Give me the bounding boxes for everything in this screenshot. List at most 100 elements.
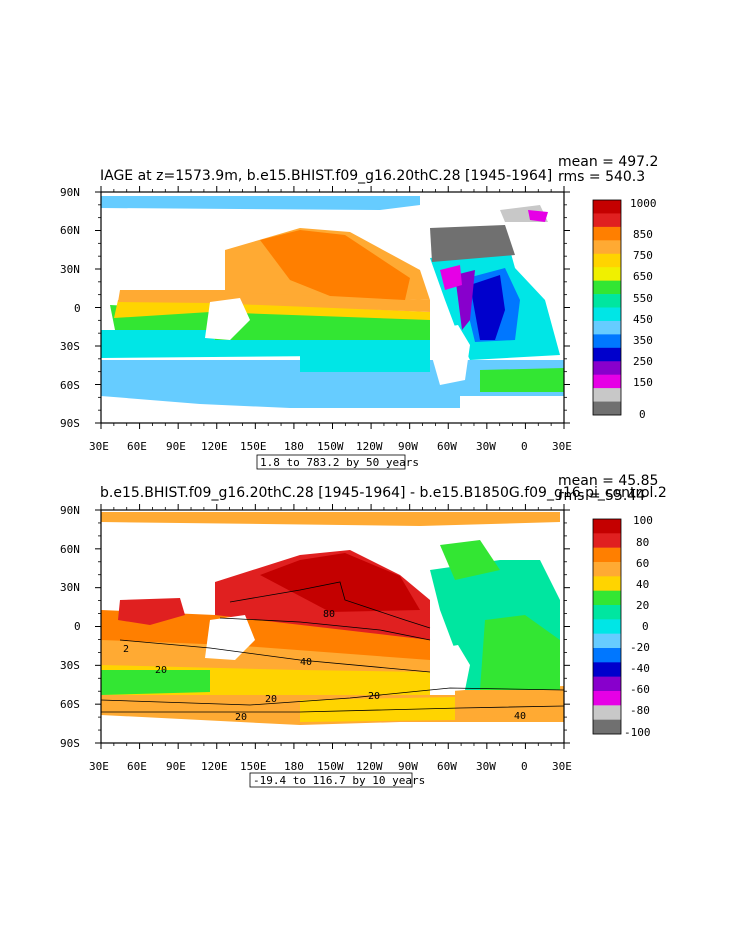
lon-label: 30E [552, 760, 572, 773]
panel-1-rms: rms = 540.3 [558, 169, 645, 185]
cbar-label: 60 [636, 557, 649, 570]
cbar-label: 0 [642, 620, 649, 633]
colorbar-swatch [593, 361, 621, 375]
contour-label: 40 [514, 711, 526, 722]
lon-label: 30W [476, 440, 496, 453]
lon-label: 120E [201, 440, 228, 453]
lon-label: 0 [521, 760, 528, 773]
panel-2-contour-labels: 80 40 20 20 20 40 20 2 [123, 609, 526, 723]
cbar-label: -80 [630, 704, 650, 717]
colorbar-swatch [593, 691, 621, 706]
colorbar-swatch [593, 605, 621, 620]
panel-1-ticks [95, 186, 570, 429]
colorbar-swatch [593, 388, 621, 402]
colorbar-swatch [593, 576, 621, 591]
colorbar-swatch [593, 374, 621, 389]
lat-label: 0 [74, 620, 81, 633]
colorbar-swatch [593, 401, 621, 416]
lon-label: 90E [166, 760, 186, 773]
lat-label: 0 [74, 302, 81, 315]
cbar-label: 1000 [630, 197, 657, 210]
lat-label: 60N [60, 224, 80, 237]
colorbar-swatch [593, 213, 621, 228]
lon-label: 150E [240, 440, 267, 453]
panel-2-title: b.e15.BHIST.f09_g16.20thC.28 [1945-1964]… [100, 485, 667, 501]
lon-label: 180 [284, 440, 304, 453]
lon-label: 150W [317, 440, 344, 453]
lon-label: 60E [127, 760, 147, 773]
colorbar-frame [592, 199, 622, 416]
cbar-label: -60 [630, 683, 650, 696]
panel-1-colorbar [592, 199, 622, 416]
colorbar-swatch [593, 280, 621, 295]
panel-1-mean: mean = 497.2 [558, 154, 658, 170]
colorbar-swatch [593, 562, 621, 577]
cbar-label: 0 [639, 408, 646, 421]
panel-2-range: -19.4 to 116.7 by 10 years [253, 774, 425, 787]
panel-2-range-box [249, 772, 413, 788]
cbar-label: 750 [633, 249, 653, 262]
cbar-label: 20 [636, 599, 649, 612]
lon-label: 120E [201, 760, 228, 773]
lon-label: 30E [552, 440, 572, 453]
contour-label: 20 [155, 665, 167, 676]
contour-label: 40 [300, 657, 312, 668]
panel-1-range: 1.8 to 783.2 by 50 years [260, 456, 419, 469]
lat-label: 90N [60, 504, 80, 517]
cbar-label: 650 [633, 270, 653, 283]
colorbar-swatch [593, 705, 621, 720]
lat-label: 90S [60, 737, 80, 750]
colorbar-swatch [593, 267, 621, 281]
panel-1-title: IAGE at z=1573.9m, b.e15.BHIST.f09_g16.2… [100, 168, 552, 184]
lon-label: 90E [166, 440, 186, 453]
colorbar-swatch [593, 320, 621, 335]
cbar-label: 40 [636, 578, 649, 591]
cbar-label: -100 [624, 726, 651, 739]
contour-label: 20 [368, 691, 380, 702]
panel-2-colorbar [592, 518, 622, 735]
lon-label: 30W [476, 760, 496, 773]
contour-label: 80 [323, 609, 335, 620]
panel-2-field [100, 510, 565, 743]
panel-2: b.e15.BHIST.f09_g16.20thC.28 [1945-1964]… [60, 473, 667, 788]
panel-2-colorbar-labels: 100 80 60 40 20 0 -20 -40 -60 -80 -100 [624, 514, 653, 739]
cbar-label: 150 [633, 376, 653, 389]
colorbar-swatch [593, 619, 621, 634]
cbar-label: 100 [633, 514, 653, 527]
panel-2-lat-labels: 90N 60N 30N 0 30S 60S 90S [60, 504, 81, 750]
lon-label: 180 [284, 760, 304, 773]
lon-label: 90W [398, 760, 418, 773]
lon-label: 60W [437, 760, 457, 773]
contour-label: 20 [265, 694, 277, 705]
colorbar-swatch [593, 633, 621, 649]
colorbar-swatch [593, 533, 621, 548]
colorbar-swatch [593, 334, 621, 349]
contour-label: 20 [235, 712, 247, 723]
lat-label: 30N [60, 263, 80, 276]
colorbar-swatch [593, 719, 621, 735]
lon-label: 150E [240, 760, 267, 773]
cbar-label: 450 [633, 313, 653, 326]
lon-label: 150W [317, 760, 344, 773]
lat-label: 30S [60, 340, 80, 353]
colorbar-frame [592, 518, 622, 735]
colorbar-swatch [593, 307, 621, 322]
colorbar-swatch [593, 662, 621, 677]
cbar-label: -20 [630, 641, 650, 654]
colorbar-swatch [593, 676, 621, 692]
panel-1-range-box [256, 454, 406, 470]
lon-label: 120W [356, 440, 383, 453]
colorbar-swatch [593, 240, 621, 255]
colorbar-swatch [593, 253, 621, 268]
cbar-label: 350 [633, 334, 653, 347]
lat-label: 60S [60, 698, 80, 711]
lat-label: 90N [60, 186, 80, 199]
lat-label: 30N [60, 581, 80, 594]
lon-label: 90W [398, 440, 418, 453]
lon-label: 60W [437, 440, 457, 453]
panel-1: IAGE at z=1573.9m, b.e15.BHIST.f09_g16.2… [60, 154, 658, 470]
colorbar-swatch [593, 648, 621, 663]
colorbar-swatch [593, 200, 621, 214]
lon-label: 120W [356, 760, 383, 773]
